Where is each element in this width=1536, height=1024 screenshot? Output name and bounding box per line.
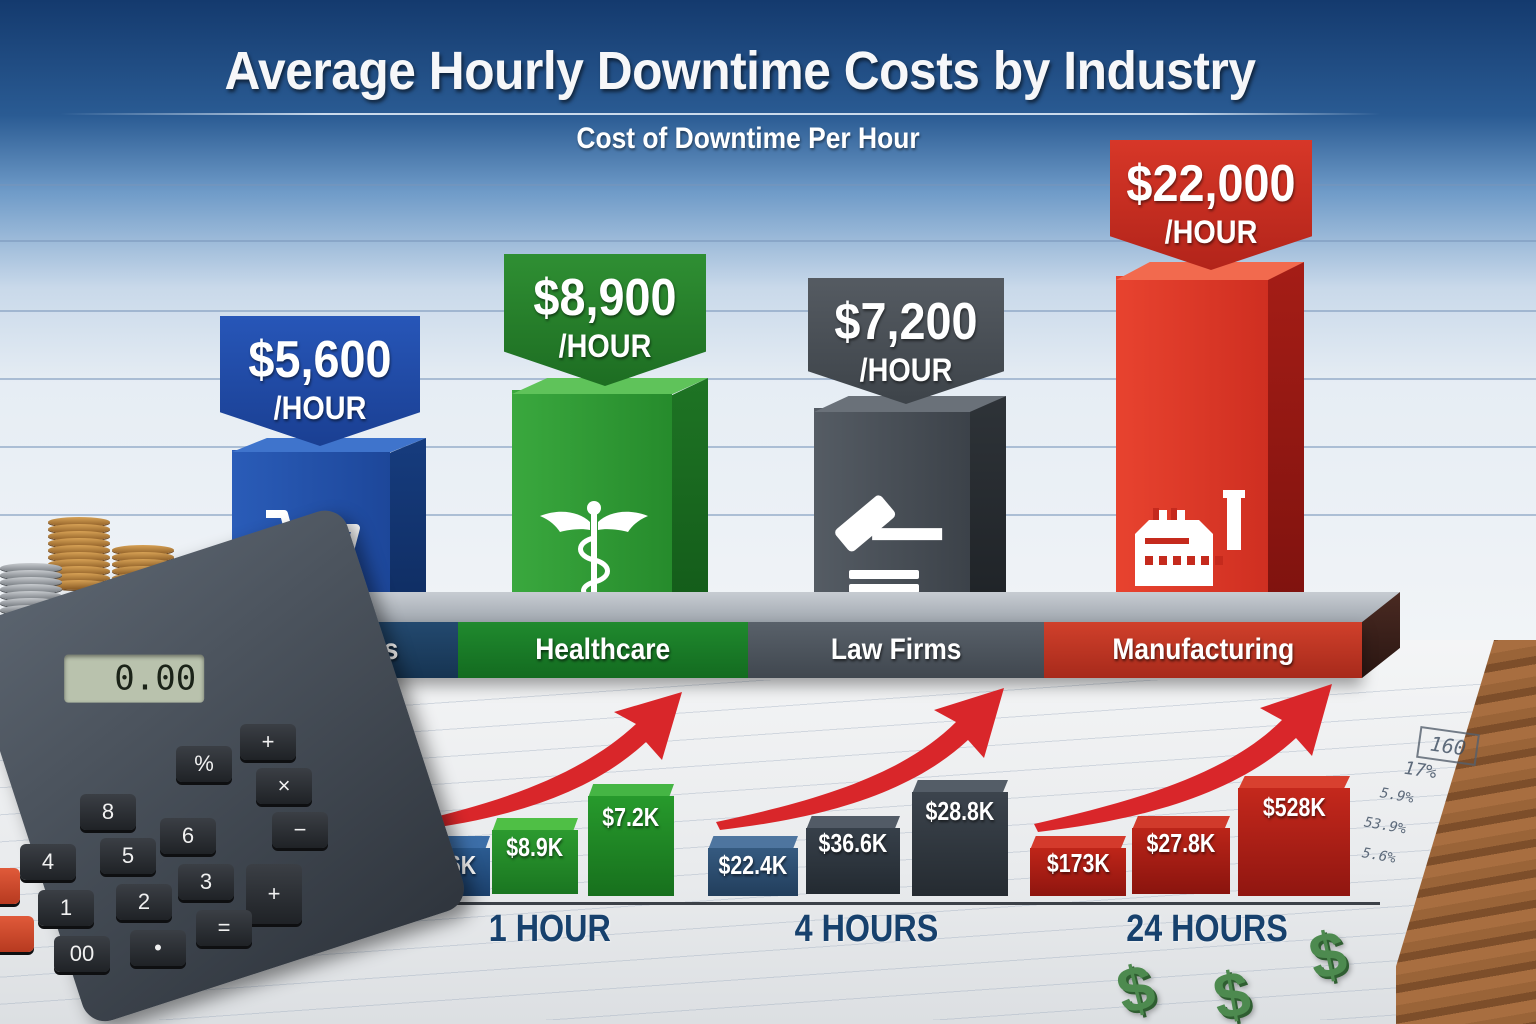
calculator-key: 6 (159, 818, 216, 854)
shelf-top (178, 592, 1400, 624)
calculator-key: − (272, 812, 328, 848)
timeline-bar: $27.8K (1132, 816, 1230, 894)
calculator-key: = (196, 910, 252, 946)
timeline-bar: $7.2K (588, 784, 674, 896)
title-divider (60, 113, 1380, 115)
timeline-bar: $28.8K (912, 780, 1008, 896)
timeline-bar: $173K (1030, 836, 1126, 896)
calculator-key: 2 (116, 884, 172, 920)
gridline (0, 310, 1536, 312)
chart-title: Average Hourly Downtime Costs by Industr… (224, 41, 1256, 101)
calculator-key: 00 (53, 936, 110, 972)
calculator-key: + (240, 724, 296, 760)
period-label-1-hour: 1 HOUR (488, 908, 611, 950)
calculator-key: 3 (178, 864, 234, 900)
trend-arrow-icon (1034, 684, 1332, 832)
calculator-key: 1 (37, 890, 94, 926)
gridline (0, 240, 1536, 242)
gridline (0, 446, 1536, 448)
coin-stack (48, 517, 110, 590)
gridline (0, 378, 1536, 380)
factory-icon (1131, 490, 1249, 595)
trend-arrow-icon (716, 688, 1004, 830)
calculator-key: 4 (20, 844, 76, 880)
calculator-key: 5 (100, 838, 156, 874)
calculator-key-red (0, 868, 21, 904)
chart-subtitle: Cost of Downtime Per Hour (576, 122, 920, 155)
calculator-key: + (246, 864, 302, 924)
bar-healthcare (512, 378, 708, 622)
period-label-4-hours: 4 HOURS (794, 908, 939, 950)
timeline-bar: $22.4K (708, 836, 798, 896)
gridline (0, 184, 1536, 186)
timeline-bar: $36.6K (806, 816, 900, 894)
gridline (0, 514, 1536, 516)
category-label-law-firms: Law Firms (748, 622, 1044, 678)
calculator-key-red (0, 916, 35, 952)
gavel-icon (829, 488, 959, 603)
calculator-key: % (176, 746, 233, 782)
category-label-healthcare: Healthcare (458, 622, 748, 678)
paper-note: 17% (1402, 757, 1438, 784)
category-label-manufacturing: Manufacturing (1044, 622, 1362, 678)
calculator-key: 8 (80, 794, 136, 830)
bar-law-firms (814, 396, 1006, 622)
timeline-baseline (380, 902, 1380, 905)
period-label-24-hours: 24 HOURS (1126, 908, 1288, 950)
timeline-bar: $528K (1238, 776, 1350, 896)
bar-manufacturing (1116, 262, 1304, 622)
calculator-key: • (130, 930, 186, 966)
value-tag-retail-stores: $5,600 /HOUR (220, 316, 420, 446)
timeline-bar: $8.9K (492, 818, 578, 894)
caduceus-icon (534, 498, 654, 613)
calculator-key: × (256, 768, 312, 804)
